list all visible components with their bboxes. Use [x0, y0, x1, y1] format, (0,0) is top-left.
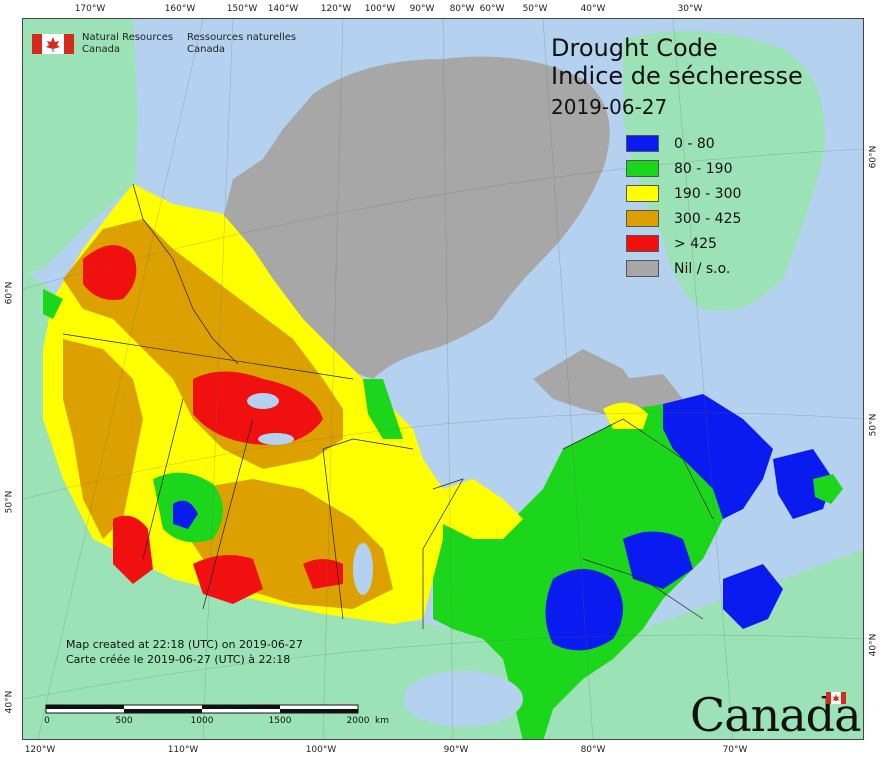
map-title-fr: Indice de sécheresse [551, 62, 803, 90]
graticule-label-bottom: 70°W [722, 745, 748, 755]
red-zone-yukon [83, 245, 137, 300]
green-zone-bc-coast [43, 289, 63, 319]
map-canvas[interactable] [22, 18, 864, 740]
scale-label: 0 [44, 716, 50, 726]
map-title-block: Drought Code Indice de sécheresse 2019-0… [551, 34, 803, 120]
arctic-islands [223, 56, 610, 379]
scale-label: 500 [115, 716, 133, 726]
agency-name-fr: Ressources naturelles [187, 32, 297, 43]
legend-swatch [626, 235, 659, 252]
map-credits: Map created at 22:18 (UTC) on 2019-06-27… [66, 637, 303, 667]
blue-zone-maritimes [723, 564, 783, 629]
agency-name-en: Natural Resources [82, 32, 174, 43]
blue-zone-newfoundland [773, 449, 833, 519]
graticule-label-top: 80°W [449, 4, 475, 14]
blue-zone-quebec [545, 569, 623, 651]
scale-bar-graphic [45, 704, 359, 714]
legend-label: 80 - 190 [674, 161, 733, 177]
graticule-label-top: 60°W [479, 4, 505, 14]
wordmark-flag-icon [826, 692, 846, 704]
graticule-label-bottom: 100°W [305, 745, 337, 755]
graticule-label-top: 120°W [320, 4, 352, 14]
legend-swatch [626, 260, 659, 277]
legend-label: 300 - 425 [674, 211, 742, 227]
agency-name-fr: Canada [187, 44, 226, 55]
graticule-label-top: 140°W [267, 4, 299, 14]
scale-unit: km [375, 716, 389, 726]
drought-code-map [23, 19, 863, 739]
scale-label: 1000 [190, 716, 214, 726]
alaska-landmass [23, 19, 138, 274]
scale-label: 2000 [346, 716, 370, 726]
graticule-label-bottom: 120°W [24, 745, 56, 755]
credit-line-fr: Carte créée le 2019-06-27 (UTC) à 22:18 [66, 653, 291, 666]
map-date: 2019-06-27 [551, 95, 668, 119]
credit-line-en: Map created at 22:18 (UTC) on 2019-06-27 [66, 638, 303, 651]
graticule-label-right: 40°N [868, 633, 879, 657]
graticule-label-top: 30°W [677, 4, 703, 14]
graticule-label-bottom: 90°W [443, 745, 469, 755]
arctic-islands [263, 179, 323, 234]
quebec-yellow-edge [443, 479, 523, 539]
legend-label: 0 - 80 [674, 136, 715, 152]
legend-label: 190 - 300 [674, 186, 742, 202]
graticule-label-left: 60°N [4, 281, 15, 305]
legend-label: > 425 [674, 236, 717, 252]
graticule-label-top: 160°W [164, 4, 196, 14]
great-slave-lake [247, 393, 279, 409]
hudson-bay [393, 385, 543, 512]
legend-swatch [626, 160, 659, 177]
lake-winnipeg [353, 543, 373, 595]
graticule-label-left: 50°N [4, 490, 15, 514]
blue-zone-alberta [173, 500, 198, 529]
hudson-bay-coast [533, 349, 643, 419]
blue-zone-quebec-north [623, 531, 693, 589]
red-zone-bc [113, 515, 153, 584]
blue-zone-labrador [663, 394, 773, 519]
graticule-label-top: 90°W [409, 4, 435, 14]
legend-label: Nil / s.o. [674, 261, 731, 277]
graticule-lines [23, 19, 863, 739]
quebec-yellow-north [603, 402, 648, 429]
graticule-label-top: 100°W [364, 4, 396, 14]
legend-swatch [626, 185, 659, 202]
graticule-label-right: 60°N [868, 145, 879, 169]
lake-athabasca [258, 433, 294, 445]
graticule-label-top: 170°W [74, 4, 106, 14]
green-zone-newfoundland [813, 474, 843, 504]
legend-swatch [626, 135, 659, 152]
graticule-label-top: 40°W [580, 4, 606, 14]
graticule-label-left: 40°N [4, 690, 15, 714]
agency-name-en: Canada [82, 44, 121, 55]
green-zone-nunavut-edge [363, 379, 403, 439]
legend-swatch [626, 210, 659, 227]
scale-label: 1500 [268, 716, 292, 726]
graticule-label-top: 50°W [522, 4, 548, 14]
graticule-label-bottom: 110°W [167, 745, 199, 755]
scale-bar: 0 500 1000 1500 2000 km [44, 702, 404, 732]
great-lakes [403, 671, 523, 727]
map-title-en: Drought Code [551, 34, 718, 62]
greenland-landmass [623, 31, 825, 311]
provincial-border [62, 183, 714, 629]
bc-orange [63, 339, 143, 539]
graticule-label-top: 150°W [226, 4, 258, 14]
red-zone-prairies [193, 555, 263, 604]
red-zone-prairies-east [303, 559, 343, 589]
usa-landmass [23, 269, 863, 739]
canada-flag-icon [32, 34, 74, 54]
graticule-label-right: 50°N [868, 413, 879, 437]
graticule-label-bottom: 80°W [580, 745, 606, 755]
